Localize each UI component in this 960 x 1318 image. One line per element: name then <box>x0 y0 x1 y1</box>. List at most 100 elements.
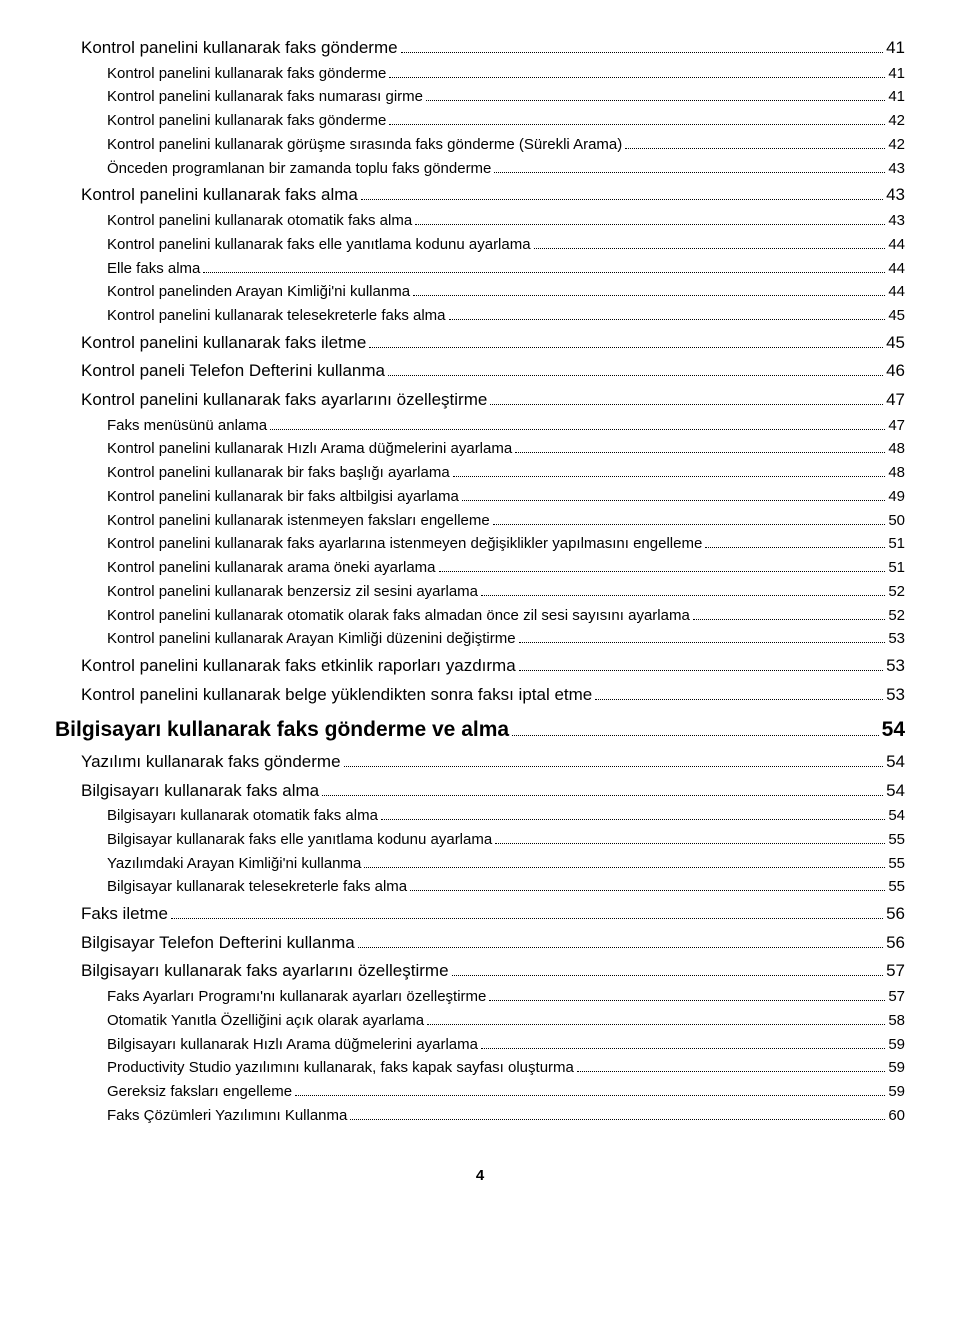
toc-entry-label: Kontrol panelini kullanarak istenmeyen f… <box>107 510 490 532</box>
toc-entry-label: Önceden programlanan bir zamanda toplu f… <box>107 158 491 180</box>
toc-entry-label: Yazılımdaki Arayan Kimliği'ni kullanma <box>107 853 361 875</box>
toc-entry: Faks Çözümleri Yazılımını Kullanma 60 <box>107 1105 905 1127</box>
toc-entry-label: Faks iletme <box>81 902 168 927</box>
toc-leader-dots <box>401 52 884 53</box>
toc-leader-dots <box>577 1071 885 1072</box>
toc-entry-label: Bilgisayar Telefon Defterini kullanma <box>81 931 355 956</box>
toc-entry: Elle faks alma44 <box>107 258 905 280</box>
toc-entry-page: 54 <box>886 779 905 804</box>
toc-entry-page: 54 <box>886 750 905 775</box>
toc-entry-label: Kontrol panelini kullanarak otomatik fak… <box>107 210 412 232</box>
toc-entry-page: 42 <box>888 110 905 132</box>
toc-entry: Gereksiz faksları engelleme59 <box>107 1081 905 1103</box>
toc-entry-page: 59 <box>888 1034 905 1056</box>
toc-leader-dots <box>389 124 885 125</box>
toc-entry-page: 52 <box>888 581 905 603</box>
toc-entry-label: Kontrol panelini kullanarak Hızlı Arama … <box>107 438 512 460</box>
toc-entry-page: 41 <box>886 36 905 61</box>
toc-leader-dots <box>389 77 885 78</box>
toc-entry-label: Kontrol panelini kullanarak otomatik ola… <box>107 605 690 627</box>
toc-entry-page: 56 <box>886 931 905 956</box>
toc-leader-dots <box>364 867 885 868</box>
toc-entry-page: 51 <box>888 533 905 555</box>
toc-entry-page: 42 <box>888 134 905 156</box>
toc-entry-label: Kontrol panelini kullanarak faks iletme <box>81 331 366 356</box>
toc-entry-page: 47 <box>888 415 905 437</box>
toc-entry-label: Kontrol panelini kullanarak faks etkinli… <box>81 654 516 679</box>
toc-entry-page: 41 <box>888 63 905 85</box>
toc-entry-label: Kontrol panelini kullanarak faks ayarlar… <box>107 533 702 555</box>
toc-entry-page: 48 <box>888 438 905 460</box>
toc-entry: Kontrol panelini kullanarak otomatik ola… <box>107 605 905 627</box>
toc-entry: Kontrol panelini kullanarak faks gönderm… <box>107 63 905 85</box>
toc-entry: Bilgisayarı kullanarak Hızlı Arama düğme… <box>107 1034 905 1056</box>
toc-entry-page: 48 <box>888 462 905 484</box>
toc-entry-label: Bilgisayarı kullanarak faks gönderme ve … <box>55 715 509 745</box>
toc-entry-label: Faks Çözümleri Yazılımını Kullanma <box>107 1105 347 1127</box>
toc-entry-page: 43 <box>886 183 905 208</box>
toc-leader-dots <box>493 524 886 525</box>
toc-entry: Önceden programlanan bir zamanda toplu f… <box>107 158 905 180</box>
toc-entry-label: Kontrol panelini kullanarak görüşme sıra… <box>107 134 622 156</box>
toc-entry: Kontrol panelini kullanarak Hızlı Arama … <box>107 438 905 460</box>
toc-entry: Kontrol panelini kullanarak bir faks alt… <box>107 486 905 508</box>
toc-entry: Kontrol panelini kullanarak belge yüklen… <box>81 683 905 708</box>
toc-entry-label: Kontrol panelini kullanarak telesekreter… <box>107 305 446 327</box>
toc-entry-page: 59 <box>888 1057 905 1079</box>
toc-leader-dots <box>203 272 885 273</box>
toc-entry-label: Kontrol panelini kullanarak faks gönderm… <box>107 110 386 132</box>
toc-entry: Kontrol panelini kullanarak faks ayarlar… <box>81 388 905 413</box>
toc-entry-label: Yazılımı kullanarak faks gönderme <box>81 750 341 775</box>
toc-entry-page: 43 <box>888 158 905 180</box>
toc-entry: Kontrol panelini kullanarak bir faks baş… <box>107 462 905 484</box>
toc-entry-label: Bilgisayar kullanarak faks elle yanıtlam… <box>107 829 492 851</box>
toc-entry-page: 43 <box>888 210 905 232</box>
toc-leader-dots <box>519 670 883 671</box>
toc-entry-label: Bilgisayarı kullanarak faks ayarlarını ö… <box>81 959 449 984</box>
toc-entry: Kontrol panelini kullanarak faks ayarlar… <box>107 533 905 555</box>
toc-entry-page: 53 <box>886 683 905 708</box>
toc-entry-label: Bilgisayarı kullanarak Hızlı Arama düğme… <box>107 1034 478 1056</box>
toc-leader-dots <box>515 452 885 453</box>
toc-entry-label: Kontrol panelini kullanarak Arayan Kimli… <box>107 628 516 650</box>
toc-entry-page: 54 <box>888 805 905 827</box>
toc-entry-label: Kontrol panelini kullanarak faks elle ya… <box>107 234 531 256</box>
toc-entry-page: 60 <box>888 1105 905 1127</box>
toc-entry-page: 46 <box>886 359 905 384</box>
toc-entry: Bilgisayar kullanarak faks elle yanıtlam… <box>107 829 905 851</box>
toc-entry-page: 57 <box>888 986 905 1008</box>
toc-entry-label: Kontrol panelini kullanarak faks alma <box>81 183 358 208</box>
toc-leader-dots <box>453 476 886 477</box>
toc-entry-label: Kontrol panelini kullanarak benzersiz zi… <box>107 581 478 603</box>
toc-leader-dots <box>495 843 885 844</box>
toc-entry: Bilgisayarı kullanarak faks alma 54 <box>81 779 905 804</box>
toc-entry-page: 57 <box>886 959 905 984</box>
toc-entry: Yazılımı kullanarak faks gönderme 54 <box>81 750 905 775</box>
toc-entry-page: 45 <box>888 305 905 327</box>
toc-leader-dots <box>449 319 886 320</box>
toc-entry: Bilgisayar kullanarak telesekreterle fak… <box>107 876 905 898</box>
toc-leader-dots <box>344 766 884 767</box>
table-of-contents: Kontrol panelini kullanarak faks gönderm… <box>55 36 905 1127</box>
toc-entry: Kontrol panelini kullanarak arama öneki … <box>107 557 905 579</box>
toc-entry: Kontrol panelini kullanarak faks gönderm… <box>81 36 905 61</box>
toc-entry-label: Bilgisayarı kullanarak faks alma <box>81 779 319 804</box>
toc-entry-page: 54 <box>882 715 905 745</box>
toc-entry: Kontrol panelini kullanarak faks etkinli… <box>81 654 905 679</box>
toc-entry: Bilgisayarı kullanarak faks gönderme ve … <box>55 715 905 745</box>
toc-leader-dots <box>415 224 885 225</box>
toc-entry-page: 51 <box>888 557 905 579</box>
toc-leader-dots <box>270 429 885 430</box>
toc-entry-page: 50 <box>888 510 905 532</box>
toc-entry: Faks iletme56 <box>81 902 905 927</box>
toc-entry: Kontrol panelini kullanarak istenmeyen f… <box>107 510 905 532</box>
toc-entry: Bilgisayarı kullanarak otomatik faks alm… <box>107 805 905 827</box>
toc-leader-dots <box>369 347 883 348</box>
toc-leader-dots <box>427 1024 885 1025</box>
toc-leader-dots <box>381 819 885 820</box>
toc-entry-label: Bilgisayar kullanarak telesekreterle fak… <box>107 876 407 898</box>
page-number: 4 <box>55 1167 905 1184</box>
toc-entry: Yazılımdaki Arayan Kimliği'ni kullanma55 <box>107 853 905 875</box>
toc-leader-dots <box>494 172 885 173</box>
toc-leader-dots <box>481 595 885 596</box>
